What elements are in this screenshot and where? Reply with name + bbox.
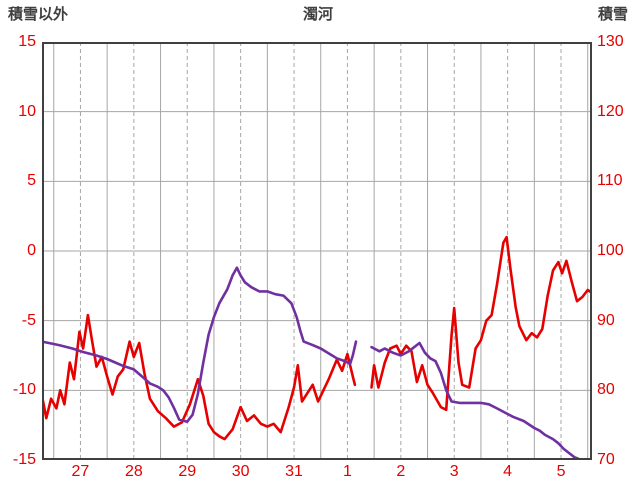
y-left-tick-label: -5 [21,311,36,329]
x-tick-label: 29 [178,463,197,480]
y-left-tick-label: -15 [12,451,36,468]
x-tick-label: 4 [503,463,513,480]
red-line-series [370,235,592,412]
right-axis-title: 積雪 [597,6,628,23]
x-tick-label: 5 [556,463,566,480]
y-left-tick-label: 0 [27,242,36,259]
x-tick-label: 2 [396,463,406,480]
purple-line-series [370,341,592,460]
x-tick-label: 1 [342,463,352,480]
chart-title: 濁河 [302,6,333,23]
x-tick-label: 27 [71,463,90,480]
plot-frame [42,42,592,460]
y-right-tick-label: 80 [597,381,615,399]
y-right-tick-label: 100 [597,242,624,259]
left-axis-title: 積雪以外 [8,6,69,23]
x-tick-label: 28 [124,463,143,480]
y-left-tick-label: 5 [27,172,36,190]
y-left-tick-label: 10 [18,102,36,120]
x-tick-label: 31 [285,463,303,480]
y-left-tick-label: 15 [18,33,36,50]
y-right-tick-label: 120 [597,102,624,120]
x-tick-label: 30 [231,463,250,480]
y-right-tick-label: 70 [597,451,615,468]
y-right-tick-label: 130 [597,33,624,50]
red-line-series [42,313,357,441]
chart-plot-area [42,42,592,460]
purple-line-series [42,266,358,423]
x-tick-label: 3 [449,463,459,480]
y-right-tick-label: 90 [597,311,615,329]
y-left-tick-label: -10 [12,381,36,399]
y-right-tick-label: 110 [597,172,623,190]
